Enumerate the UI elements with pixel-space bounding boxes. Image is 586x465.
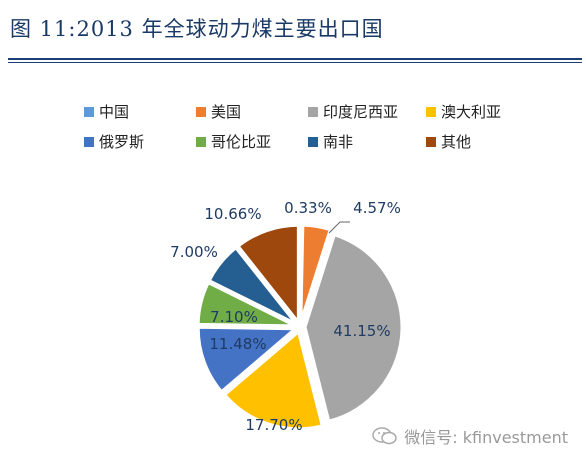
title-underline: [8, 58, 582, 60]
chart-legend: 中国 美国 印度尼西亚 澳大利亚俄罗斯 哥伦比亚 南非 其他: [84, 101, 544, 152]
leader-line: [328, 221, 350, 234]
chart-title: 图 11:2013 年全球动力煤主要出口国: [10, 17, 384, 41]
legend-label: 南非: [323, 133, 354, 151]
data-label: 7.10%: [210, 308, 258, 326]
data-label: 7.00%: [170, 243, 218, 261]
legend-swatch: [426, 136, 436, 147]
title-underline-thin: [8, 62, 582, 63]
legend-swatch: [196, 136, 206, 147]
pie-slice: [299, 223, 333, 323]
data-label: 17.70%: [245, 416, 302, 434]
legend-item: 俄罗斯: [84, 131, 196, 152]
legend-item: 南非: [308, 131, 426, 152]
legend-swatch: [196, 106, 206, 117]
data-label: 41.15%: [333, 322, 390, 340]
legend-label: 印度尼西亚: [323, 103, 399, 121]
wechat-icon: [372, 427, 398, 445]
legend-label: 其他: [441, 133, 472, 151]
data-label: 11.48%: [209, 335, 266, 353]
legend-swatch: [84, 136, 94, 147]
legend-label: 俄罗斯: [99, 133, 145, 151]
legend-item: 其他: [426, 131, 544, 152]
legend-label: 中国: [99, 103, 130, 121]
legend-item: 澳大利亚: [426, 101, 544, 122]
legend-item: 美国: [196, 101, 308, 122]
pie-slice: [222, 329, 325, 431]
legend-item: 印度尼西亚: [308, 101, 426, 122]
pie-slice: [196, 280, 296, 328]
legend-swatch: [308, 136, 318, 147]
legend-swatch: [84, 106, 94, 117]
data-label: 0.33%: [284, 199, 332, 217]
pie-slice: [207, 245, 298, 326]
legend-swatch: [426, 106, 436, 117]
legend-item: 中国: [84, 101, 196, 122]
legend-swatch: [308, 106, 318, 117]
pie-slice: [303, 232, 404, 424]
pie-slice: [196, 325, 300, 394]
watermark-text: 微信号: kfinvestment: [404, 428, 568, 447]
pie-slice: [236, 223, 300, 327]
watermark: 微信号: kfinvestment: [372, 424, 568, 448]
legend-item: 哥伦比亚: [196, 131, 308, 152]
legend-label: 哥伦比亚: [211, 133, 272, 151]
legend-label: 美国: [211, 103, 242, 121]
legend-label: 澳大利亚: [441, 103, 502, 121]
data-label: 10.66%: [204, 205, 261, 223]
data-label: 4.57%: [353, 199, 401, 217]
